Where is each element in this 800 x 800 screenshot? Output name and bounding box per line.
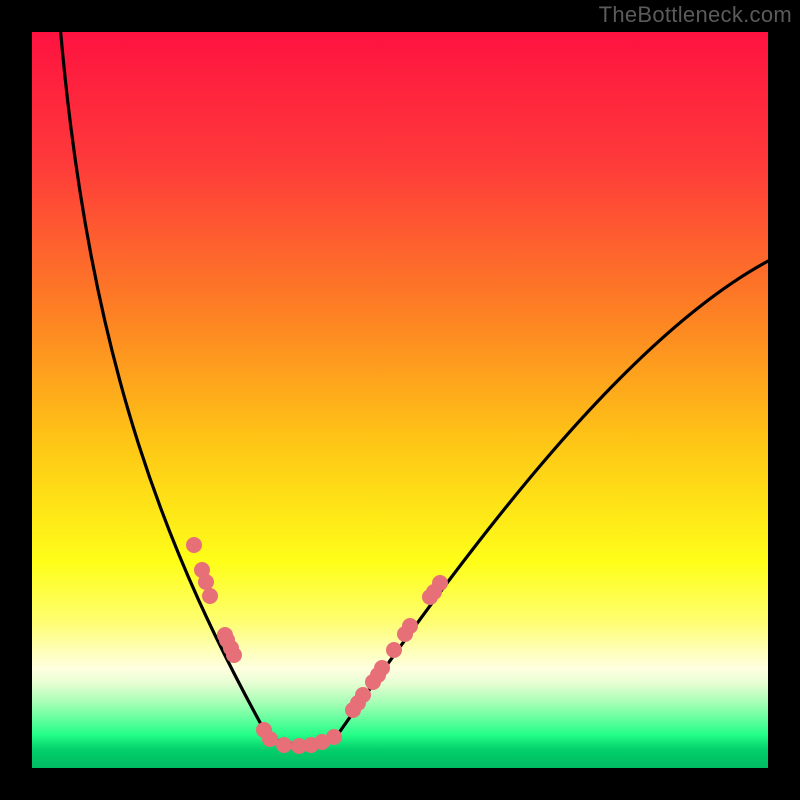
marker-dot xyxy=(276,737,292,753)
marker-dot xyxy=(186,537,202,553)
marker-dot xyxy=(355,687,371,703)
chart-container: TheBottleneck.com xyxy=(0,0,800,800)
bottleneck-curve-chart xyxy=(0,0,800,800)
gradient-plot-area xyxy=(32,32,768,768)
marker-dot xyxy=(198,574,214,590)
marker-dot xyxy=(402,618,418,634)
marker-dot xyxy=(374,660,390,676)
marker-dot xyxy=(262,731,278,747)
marker-dot xyxy=(326,729,342,745)
marker-dot xyxy=(432,575,448,591)
marker-dot xyxy=(386,642,402,658)
marker-dot xyxy=(226,647,242,663)
marker-dot xyxy=(202,588,218,604)
watermark-label: TheBottleneck.com xyxy=(599,2,792,28)
